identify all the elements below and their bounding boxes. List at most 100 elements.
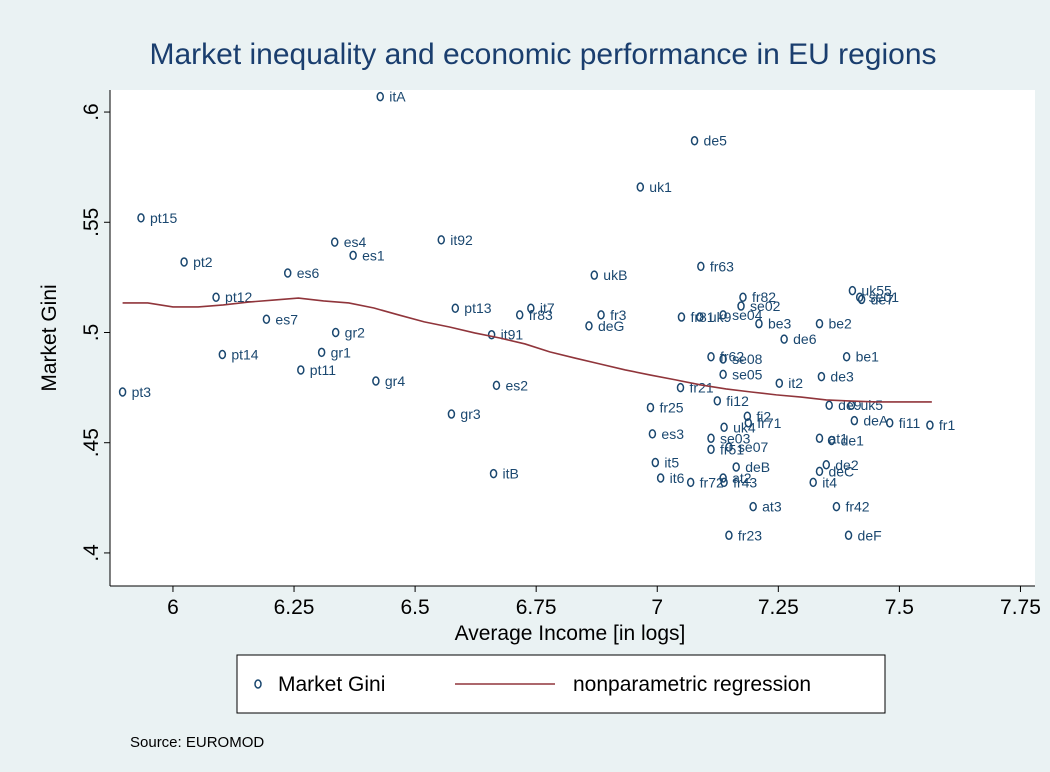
x-tick-label: 7 bbox=[651, 596, 663, 619]
point-label: se07 bbox=[738, 439, 769, 455]
point bbox=[809, 477, 817, 488]
point bbox=[832, 501, 841, 512]
point-label: de6 bbox=[793, 331, 817, 347]
point-label: fi2 bbox=[756, 408, 771, 424]
x-tick-label: 6.75 bbox=[516, 596, 557, 619]
point bbox=[372, 376, 380, 386]
point-label: se03 bbox=[720, 430, 751, 446]
point-label: es3 bbox=[661, 426, 684, 442]
point bbox=[212, 292, 220, 302]
point bbox=[707, 351, 715, 362]
point-label: fr63 bbox=[710, 258, 734, 274]
point-label: uk1 bbox=[649, 179, 672, 195]
point-label: fr42 bbox=[845, 499, 869, 515]
point bbox=[585, 321, 593, 331]
point bbox=[842, 351, 851, 362]
point-label: gr1 bbox=[331, 344, 351, 360]
point bbox=[825, 400, 833, 410]
point-label: pt3 bbox=[132, 384, 152, 400]
point bbox=[822, 460, 831, 470]
point-label: it5 bbox=[664, 455, 679, 471]
point-label: fr83 bbox=[529, 307, 553, 323]
x-tick-label: 6 bbox=[167, 596, 179, 619]
point-label: es1 bbox=[362, 247, 385, 263]
point bbox=[137, 213, 145, 223]
point bbox=[648, 429, 657, 439]
point-label: pt15 bbox=[150, 210, 177, 226]
point bbox=[330, 237, 339, 247]
point-label: fi12 bbox=[726, 393, 749, 409]
point bbox=[725, 530, 733, 541]
point-label: de7 bbox=[871, 291, 895, 307]
point bbox=[677, 312, 686, 322]
point bbox=[696, 312, 704, 322]
point bbox=[857, 294, 866, 305]
point bbox=[713, 396, 722, 406]
point bbox=[527, 303, 535, 313]
point bbox=[492, 380, 501, 391]
plot-area bbox=[110, 90, 1035, 586]
point bbox=[815, 318, 824, 329]
point-label: it7 bbox=[540, 300, 555, 316]
point bbox=[636, 182, 645, 192]
point-label: fr82 bbox=[752, 289, 776, 305]
point-label: gr2 bbox=[345, 324, 365, 340]
point-label: fr51 bbox=[720, 441, 744, 457]
legend-label: Market Gini bbox=[278, 673, 385, 696]
point bbox=[855, 292, 864, 302]
point-label: de3 bbox=[830, 369, 854, 385]
point bbox=[437, 235, 446, 245]
point bbox=[732, 462, 740, 472]
point-label: fr21 bbox=[689, 380, 713, 396]
point-label: se04 bbox=[732, 307, 763, 323]
x-tick-label: 7.25 bbox=[758, 596, 799, 619]
point-label: de5 bbox=[704, 133, 728, 149]
point bbox=[707, 433, 715, 444]
x-tick-label: 6.25 bbox=[274, 596, 315, 619]
point bbox=[376, 91, 384, 102]
point bbox=[815, 466, 824, 477]
point-label: be2 bbox=[828, 316, 852, 332]
point bbox=[719, 369, 727, 380]
legend-symbol bbox=[254, 679, 262, 689]
point-label: de1 bbox=[841, 433, 865, 449]
point bbox=[815, 433, 824, 444]
point-label: pt11 bbox=[310, 362, 336, 378]
point bbox=[817, 371, 826, 382]
point bbox=[597, 310, 605, 320]
point-label: gr3 bbox=[460, 406, 480, 422]
point-label: itB bbox=[503, 466, 519, 482]
point bbox=[487, 329, 496, 340]
point bbox=[848, 285, 857, 296]
point-label: uk9 bbox=[709, 309, 732, 325]
point bbox=[646, 402, 655, 413]
point bbox=[489, 468, 498, 479]
point bbox=[749, 501, 757, 512]
point-label: pt13 bbox=[464, 300, 491, 316]
point-label: fr72 bbox=[700, 474, 724, 490]
y-tick-label: .6 bbox=[80, 103, 103, 121]
point bbox=[737, 301, 745, 311]
legend bbox=[236, 654, 886, 714]
point bbox=[317, 347, 326, 358]
y-tick-label: .55 bbox=[80, 208, 103, 237]
source-note: Source: EUROMOD bbox=[130, 734, 264, 751]
point-label: it91 bbox=[501, 327, 524, 343]
point-label: se05 bbox=[732, 366, 763, 382]
x-axis-title: Average Income [in logs] bbox=[455, 622, 686, 645]
point-label: es2 bbox=[505, 377, 528, 393]
point bbox=[331, 327, 340, 338]
point bbox=[720, 422, 728, 433]
point-label: fr25 bbox=[659, 399, 683, 415]
point-label: de2 bbox=[835, 457, 859, 473]
legend-label: nonparametric regression bbox=[573, 673, 811, 696]
point-label: deB bbox=[745, 459, 770, 475]
point bbox=[780, 334, 788, 344]
point bbox=[720, 477, 728, 488]
point bbox=[755, 318, 763, 329]
point bbox=[707, 444, 715, 455]
point-label: se08 bbox=[732, 351, 763, 367]
point-label: se01 bbox=[869, 289, 900, 305]
point-label: deA bbox=[863, 413, 889, 429]
